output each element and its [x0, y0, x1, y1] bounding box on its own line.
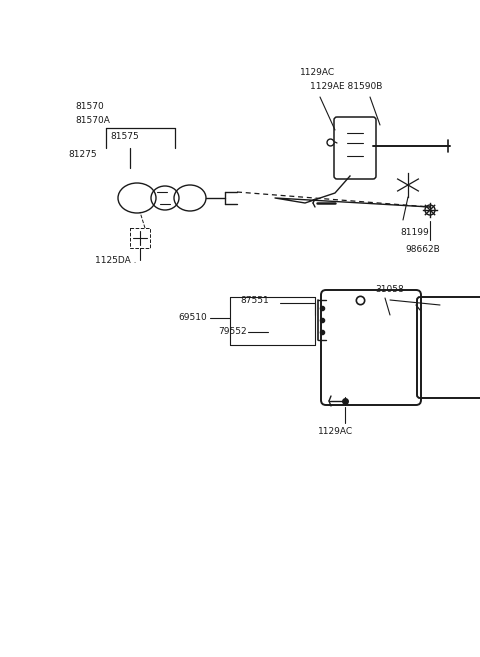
- Text: 81199: 81199: [400, 228, 429, 237]
- Text: 79552: 79552: [218, 327, 247, 336]
- Text: 81570A: 81570A: [75, 116, 110, 125]
- Text: 31058: 31058: [375, 285, 404, 294]
- Text: 87551: 87551: [240, 296, 269, 305]
- Text: 69510: 69510: [178, 313, 207, 322]
- Text: 1129AC: 1129AC: [300, 68, 335, 77]
- Text: 1129AE 81590B: 1129AE 81590B: [310, 82, 383, 91]
- Text: 81575: 81575: [110, 132, 139, 141]
- Text: 1129AC: 1129AC: [318, 427, 353, 436]
- Text: 98662B: 98662B: [405, 245, 440, 254]
- Text: 81275: 81275: [68, 150, 96, 159]
- Text: 1125DA .: 1125DA .: [95, 256, 136, 265]
- Text: 81570: 81570: [75, 102, 104, 111]
